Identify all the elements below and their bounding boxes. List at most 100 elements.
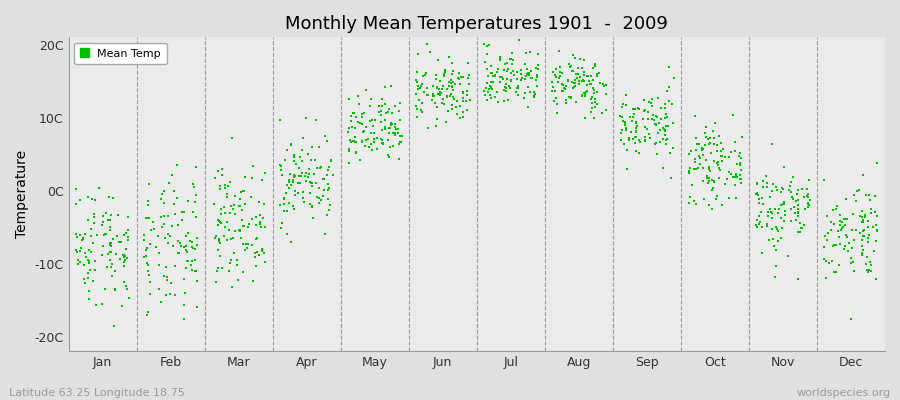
Point [703, 135, 717, 141]
Point [189, 214, 203, 220]
Point [177, 290, 192, 297]
Point [84, 249, 98, 256]
Point [71, 256, 86, 263]
Point [314, 197, 328, 204]
Point [662, 84, 676, 90]
Point [845, 226, 859, 233]
Point [448, 103, 463, 110]
Point [415, 109, 429, 115]
Point [176, 316, 191, 322]
Point [446, 71, 460, 77]
Point [643, 130, 657, 137]
Point [112, 256, 127, 263]
Point [584, 96, 598, 102]
Point [142, 215, 157, 222]
Point [624, 128, 638, 135]
Point [252, 199, 266, 206]
Point [364, 117, 379, 123]
Point [559, 83, 573, 89]
Point [579, 89, 593, 95]
Point [383, 83, 398, 89]
Point [488, 73, 502, 79]
Point [856, 217, 870, 224]
Point [414, 107, 428, 113]
Point [856, 247, 870, 253]
Point [364, 95, 378, 102]
Point [349, 114, 364, 120]
Point [521, 70, 535, 76]
Point [277, 201, 292, 208]
Point [294, 170, 309, 176]
Point [777, 199, 791, 206]
Point [504, 60, 518, 67]
Point [510, 76, 525, 82]
Point [657, 126, 671, 132]
Point [488, 72, 502, 79]
Point [629, 118, 643, 125]
Point [554, 81, 569, 88]
Point [118, 253, 132, 259]
Point [562, 61, 577, 67]
Point [81, 259, 95, 266]
Point [178, 232, 193, 239]
Point [801, 200, 815, 206]
Point [364, 141, 378, 147]
Point [626, 106, 640, 112]
Point [240, 223, 255, 230]
Point [69, 185, 84, 192]
Point [378, 124, 392, 130]
Point [554, 69, 569, 76]
Point [163, 233, 177, 240]
Point [73, 259, 87, 265]
Point [79, 254, 94, 260]
Point [411, 86, 426, 92]
Point [590, 73, 605, 80]
Point [483, 84, 498, 91]
Point [73, 248, 87, 254]
Point [274, 220, 289, 226]
Point [342, 96, 356, 103]
Point [98, 231, 112, 238]
Point [638, 137, 652, 144]
Point [688, 146, 703, 153]
Point [580, 88, 594, 94]
Point [120, 255, 134, 262]
Point [284, 142, 298, 148]
Point [684, 182, 698, 188]
Point [388, 121, 402, 127]
Point [629, 134, 643, 140]
Point [120, 286, 134, 292]
Point [284, 182, 298, 188]
Point [92, 184, 106, 191]
Point [756, 184, 770, 190]
Point [166, 188, 181, 194]
Point [158, 235, 172, 242]
Point [791, 209, 806, 215]
Point [725, 112, 740, 118]
Point [727, 148, 742, 154]
Point [218, 182, 232, 189]
Point [852, 213, 867, 219]
Point [288, 161, 302, 167]
Point [626, 114, 640, 120]
Point [484, 86, 499, 92]
Point [318, 231, 332, 237]
Point [142, 241, 157, 248]
Point [119, 246, 133, 252]
Point [227, 202, 241, 208]
Point [213, 220, 228, 226]
Point [869, 228, 884, 234]
Point [728, 138, 742, 145]
Point [217, 233, 231, 240]
Point [411, 97, 426, 103]
Point [568, 55, 582, 62]
Point [109, 251, 123, 258]
Point [427, 93, 441, 100]
Point [383, 122, 398, 128]
Point [500, 68, 514, 74]
Point [310, 194, 325, 200]
Point [280, 182, 294, 188]
Point [483, 95, 498, 101]
Point [177, 244, 192, 250]
Point [95, 212, 110, 219]
